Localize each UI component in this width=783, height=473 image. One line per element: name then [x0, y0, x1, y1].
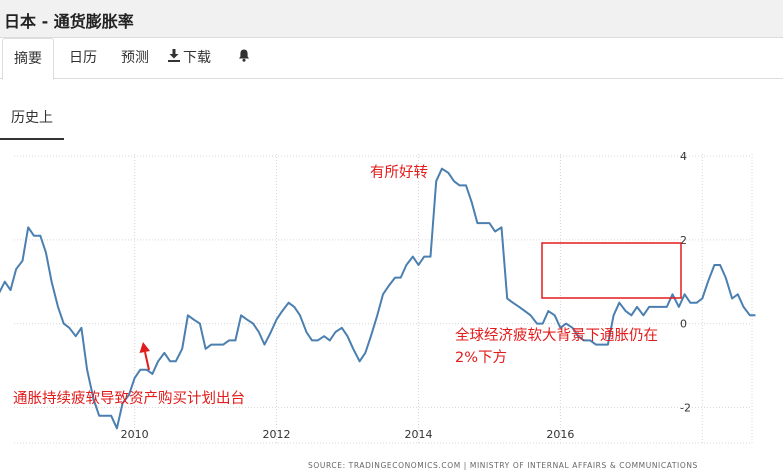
- y-tick-label: 2: [680, 234, 687, 247]
- annotation-improving: 有所好转: [370, 164, 428, 181]
- x-tick-label: 2014: [404, 428, 432, 441]
- y-tick-label: 4: [680, 150, 687, 163]
- tab-calendar[interactable]: 日历: [69, 38, 103, 79]
- annotation-below-2pct: 2%下方: [455, 349, 507, 366]
- annotation-asset-purchase: 通胀持续疲软导致资产购买计划出台: [13, 390, 245, 407]
- annotation-global-weak: 全球经济疲软大背景下通胀仍在: [455, 326, 658, 344]
- page-title: 日本 - 通货膨胀率: [4, 12, 134, 31]
- x-tick-label: 2016: [546, 428, 574, 441]
- bell-icon: [238, 38, 250, 78]
- tab-download[interactable]: 下载: [168, 38, 220, 79]
- y-tick-label: -2: [680, 401, 691, 414]
- tab-summary-label: 摘要: [14, 51, 42, 67]
- tab-calendar-label: 日历: [69, 50, 97, 66]
- section-tab-historical[interactable]: 历史上: [0, 103, 64, 140]
- download-icon: [168, 38, 180, 78]
- tab-forecast-label: 预测: [121, 50, 149, 66]
- annotation-arrow: [139, 342, 150, 371]
- tab-forecast[interactable]: 预测: [121, 38, 155, 79]
- series-line: [0, 167, 756, 430]
- chart-area: 2010 2012 2014 2016 -2 0 2 4 有所好转 全球经济疲软大背景下通胀…: [0, 140, 783, 473]
- x-tick-label: 2010: [121, 428, 149, 441]
- tab-notifications[interactable]: [238, 38, 254, 79]
- tab-summary[interactable]: 摘要: [2, 38, 54, 80]
- source-note: SOURCE: TRADINGECONOMICS.COM | MINISTRY …: [308, 461, 698, 470]
- x-tick-label: 2012: [263, 428, 291, 441]
- highlight-box: [541, 242, 682, 299]
- inflation-chart: 2010 2012 2014 2016 -2 0 2 4 有所好转 全球经济疲软大背景下通胀…: [0, 150, 756, 444]
- section-tab-label: 历史上: [11, 110, 53, 126]
- y-tick-label: 0: [680, 318, 687, 331]
- page-header: 日本 - 通货膨胀率: [0, 0, 783, 38]
- tab-download-label: 下载: [183, 50, 211, 66]
- tab-bar: 摘要 日历 预测 下载: [0, 38, 783, 80]
